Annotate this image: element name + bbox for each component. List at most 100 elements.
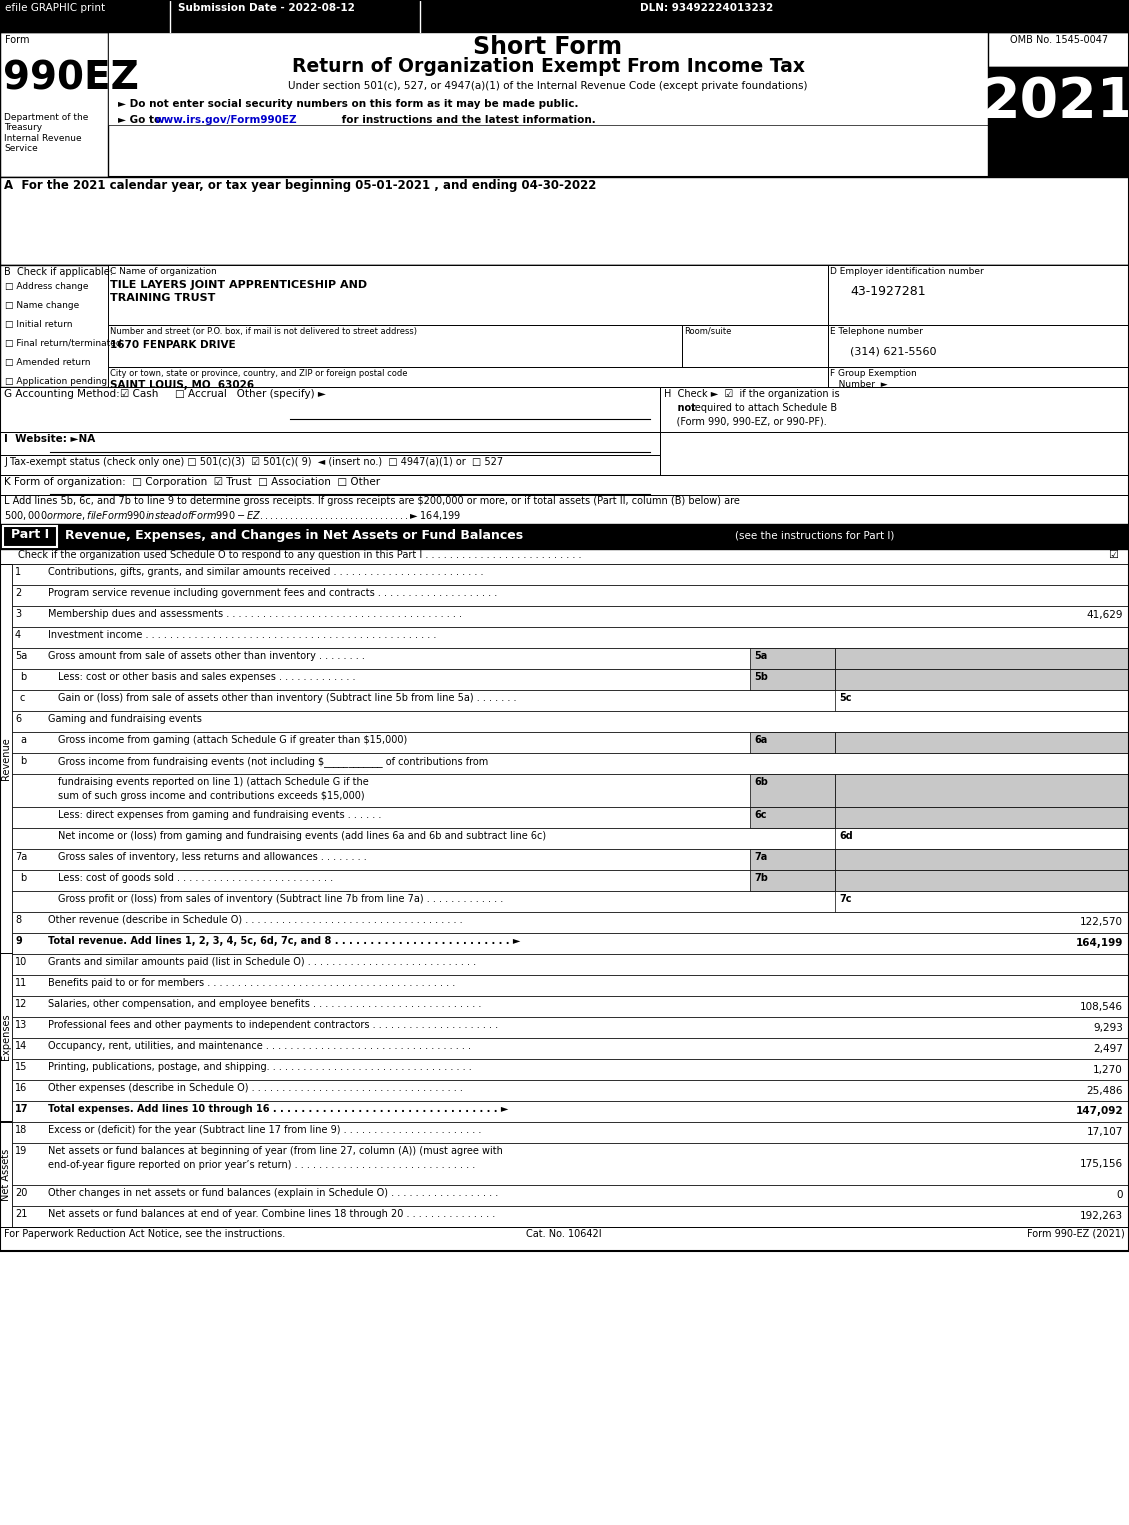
Text: 1: 1 xyxy=(15,567,21,576)
Text: 6b: 6b xyxy=(754,778,768,787)
Text: □ Accrual   Other (specify) ►: □ Accrual Other (specify) ► xyxy=(175,389,326,400)
Bar xyxy=(12,605,1129,627)
Bar xyxy=(3,526,56,547)
Text: Open to
Public
Inspection: Open to Public Inspection xyxy=(1012,178,1106,229)
Text: Submission Date - 2022-08-12: Submission Date - 2022-08-12 xyxy=(178,3,355,14)
Text: b: b xyxy=(20,872,26,883)
Bar xyxy=(0,564,12,953)
Bar xyxy=(108,325,682,368)
Bar xyxy=(835,891,1129,912)
Bar xyxy=(0,32,108,177)
Bar xyxy=(0,0,1129,1250)
Text: 17,107: 17,107 xyxy=(1086,1127,1123,1138)
Text: $500,000 or more, file Form 990 instead of Form 990-EZ . . . . . . . . . . . . .: $500,000 or more, file Form 990 instead … xyxy=(5,509,462,522)
Bar xyxy=(750,648,835,669)
Text: 16: 16 xyxy=(15,1083,27,1093)
Bar xyxy=(12,869,1129,891)
Text: Net Assets: Net Assets xyxy=(1,1148,11,1202)
Text: not: not xyxy=(664,403,695,413)
Bar xyxy=(835,689,1129,711)
Text: Gross amount from sale of assets other than inventory . . . . . . . .: Gross amount from sale of assets other t… xyxy=(49,651,365,660)
Bar xyxy=(12,933,1129,955)
Text: required to attach Schedule B: required to attach Schedule B xyxy=(688,403,837,413)
Bar xyxy=(12,627,1129,648)
Text: □ Address change: □ Address change xyxy=(5,282,88,291)
Text: 14: 14 xyxy=(15,1042,27,1051)
Text: □ Final return/terminated: □ Final return/terminated xyxy=(5,339,122,348)
Text: Membership dues and assessments . . . . . . . . . . . . . . . . . . . . . . . . : Membership dues and assessments . . . . … xyxy=(49,608,462,619)
Text: 5c: 5c xyxy=(839,692,851,703)
Bar xyxy=(835,648,1129,669)
Bar xyxy=(0,549,1129,564)
Text: B  Check if applicable:: B Check if applicable: xyxy=(5,267,113,278)
Bar xyxy=(12,955,1129,974)
Bar xyxy=(750,669,835,689)
Bar xyxy=(828,265,1129,325)
Text: E Telephone number: E Telephone number xyxy=(830,326,922,336)
Bar xyxy=(12,1144,1129,1185)
Text: b: b xyxy=(20,673,26,682)
Bar xyxy=(108,368,828,387)
Text: 18: 18 xyxy=(15,1125,27,1135)
Text: Revenue, Expenses, and Changes in Net Assets or Fund Balances: Revenue, Expenses, and Changes in Net As… xyxy=(65,529,523,541)
Bar xyxy=(12,669,1129,689)
Bar xyxy=(108,265,828,325)
Text: 5a: 5a xyxy=(754,651,768,660)
Bar xyxy=(12,753,1129,775)
Text: 122,570: 122,570 xyxy=(1080,917,1123,927)
Text: Printing, publications, postage, and shipping. . . . . . . . . . . . . . . . . .: Printing, publications, postage, and shi… xyxy=(49,1061,472,1072)
Text: Other changes in net assets or fund balances (explain in Schedule O) . . . . . .: Other changes in net assets or fund bala… xyxy=(49,1188,498,1199)
Text: 6c: 6c xyxy=(754,810,767,820)
Text: Return of Organization Exempt From Income Tax: Return of Organization Exempt From Incom… xyxy=(291,56,805,76)
Text: 990EZ: 990EZ xyxy=(3,59,139,98)
Text: 15: 15 xyxy=(15,1061,27,1072)
Text: (Form 990, 990-EZ, or 990-PF).: (Form 990, 990-EZ, or 990-PF). xyxy=(664,416,826,427)
Bar xyxy=(12,912,1129,933)
Text: Salaries, other compensation, and employee benefits . . . . . . . . . . . . . . : Salaries, other compensation, and employ… xyxy=(49,999,481,1010)
Text: L Add lines 5b, 6c, and 7b to line 9 to determine gross receipts. If gross recei: L Add lines 5b, 6c, and 7b to line 9 to … xyxy=(5,496,739,506)
Text: 5b: 5b xyxy=(754,673,768,682)
Text: Gross income from gaming (attach Schedule G if greater than $15,000): Gross income from gaming (attach Schedul… xyxy=(58,735,408,746)
Bar xyxy=(12,1185,1129,1206)
Bar xyxy=(835,869,1129,891)
Text: 4: 4 xyxy=(15,630,21,640)
Text: 6d: 6d xyxy=(839,831,852,840)
Bar xyxy=(835,849,1129,869)
Bar xyxy=(0,525,1129,549)
Bar xyxy=(750,732,835,753)
Text: 1670 FENPARK DRIVE: 1670 FENPARK DRIVE xyxy=(110,340,236,351)
Text: Expenses: Expenses xyxy=(1,1014,11,1060)
Bar xyxy=(0,953,12,1121)
Text: 10: 10 xyxy=(15,958,27,967)
Bar xyxy=(0,0,1129,32)
Text: Benefits paid to or for members . . . . . . . . . . . . . . . . . . . . . . . . : Benefits paid to or for members . . . . … xyxy=(49,978,455,988)
Bar xyxy=(0,1122,12,1228)
Text: 5a: 5a xyxy=(15,651,27,660)
Text: b: b xyxy=(20,756,26,766)
Bar xyxy=(12,1122,1129,1144)
Bar xyxy=(108,32,988,125)
Text: 7a: 7a xyxy=(754,852,768,862)
Bar xyxy=(0,265,1129,387)
Bar xyxy=(750,869,835,891)
Text: Short Form: Short Form xyxy=(473,35,622,59)
Text: a: a xyxy=(20,735,26,746)
Text: 108,546: 108,546 xyxy=(1080,1002,1123,1013)
Text: Gross profit or (loss) from sales of inventory (Subtract line 7b from line 7a) .: Gross profit or (loss) from sales of inv… xyxy=(58,894,504,904)
Text: 7b: 7b xyxy=(754,872,768,883)
Text: Form: Form xyxy=(5,35,29,46)
Bar xyxy=(12,586,1129,605)
Text: C Name of organization: C Name of organization xyxy=(110,267,217,276)
Text: G Accounting Method:: G Accounting Method: xyxy=(5,389,120,400)
Bar xyxy=(828,368,1129,387)
Text: efile GRAPHIC print: efile GRAPHIC print xyxy=(5,3,105,14)
Text: Other expenses (describe in Schedule O) . . . . . . . . . . . . . . . . . . . . : Other expenses (describe in Schedule O) … xyxy=(49,1083,463,1093)
Bar xyxy=(835,669,1129,689)
Text: ► Go to: ► Go to xyxy=(119,114,165,125)
Text: ☑ Cash: ☑ Cash xyxy=(120,389,158,400)
Text: 3: 3 xyxy=(15,608,21,619)
Bar xyxy=(0,474,1129,496)
Bar xyxy=(0,32,1129,177)
Text: Number and street (or P.O. box, if mail is not delivered to street address): Number and street (or P.O. box, if mail … xyxy=(110,326,417,336)
Text: 192,263: 192,263 xyxy=(1079,1211,1123,1222)
